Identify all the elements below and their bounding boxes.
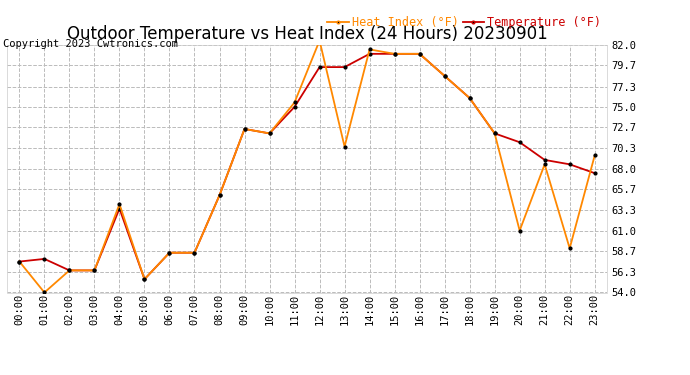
Legend: Heat Index (°F), Temperature (°F): Heat Index (°F), Temperature (°F): [327, 16, 601, 29]
Text: Copyright 2023 Cwtronics.com: Copyright 2023 Cwtronics.com: [3, 39, 179, 50]
Title: Outdoor Temperature vs Heat Index (24 Hours) 20230901: Outdoor Temperature vs Heat Index (24 Ho…: [67, 26, 547, 44]
